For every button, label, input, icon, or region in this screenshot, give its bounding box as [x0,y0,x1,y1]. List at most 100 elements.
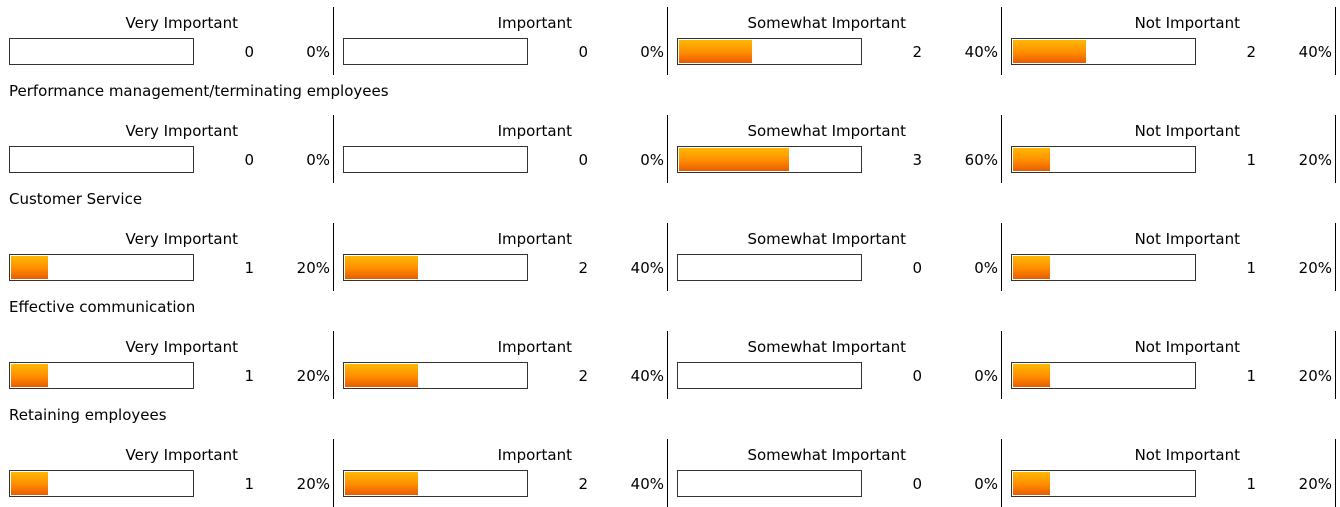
response-option: Important 2 40% [334,439,668,507]
response-option: Important 0 0% [334,115,668,183]
question-title: Effective communication [9,298,196,316]
result-bar [677,38,862,65]
option-label: Very Important [125,230,239,248]
response-percent: 0% [640,43,664,61]
response-percent: 20% [296,475,330,493]
result-bar-fill [345,256,418,279]
result-bar [677,146,862,173]
response-percent: 20% [296,259,330,277]
response-option: Very Important 1 20% [0,223,334,291]
response-count: 2 [912,43,922,61]
column-divider [1001,331,1002,399]
column-divider [333,439,334,507]
question-row: Very Important 1 20% Important 2 40% Somewhat … [0,331,1340,399]
response-count: 2 [578,259,588,277]
response-percent: 40% [964,43,998,61]
column-divider [1335,331,1336,399]
result-bar [677,254,862,281]
result-bar [343,254,528,281]
result-bar [677,362,862,389]
result-bar [9,362,194,389]
column-divider [667,223,668,291]
option-label: Not Important [1134,446,1240,464]
column-divider [667,331,668,399]
option-label: Somewhat Important [747,230,906,248]
response-count: 2 [1246,43,1256,61]
column-divider [1335,7,1336,75]
response-option: Somewhat Important 3 60% [668,115,1002,183]
result-bar [677,470,862,497]
result-bar-fill [11,364,48,387]
result-bar [343,470,528,497]
response-percent: 0% [974,367,998,385]
option-label: Somewhat Important [747,338,906,356]
response-percent: 0% [306,43,330,61]
option-label: Somewhat Important [747,446,906,464]
response-count: 0 [912,475,922,493]
response-count: 0 [244,151,254,169]
response-percent: 40% [1298,43,1332,61]
response-count: 0 [578,43,588,61]
result-bar [9,38,194,65]
response-option: Important 0 0% [334,7,668,75]
option-label: Not Important [1134,14,1240,32]
option-label: Very Important [125,14,239,32]
option-label: Important [497,446,572,464]
response-option: Somewhat Important 0 0% [668,331,1002,399]
response-percent: 20% [1298,367,1332,385]
column-divider [333,331,334,399]
result-bar [9,146,194,173]
response-percent: 20% [296,367,330,385]
question-title: Retaining employees [9,406,167,424]
response-count: 0 [912,367,922,385]
response-count: 0 [578,151,588,169]
response-option: Important 2 40% [334,223,668,291]
response-option: Very Important 0 0% [0,115,334,183]
question-row: Very Important 1 20% Important 2 40% Somewhat … [0,439,1340,507]
option-label: Important [497,230,572,248]
response-count: 1 [244,259,254,277]
result-bar-fill [1013,40,1086,63]
result-bar [1011,38,1196,65]
result-bar [1011,146,1196,173]
result-bar-fill [1013,364,1050,387]
option-label: Not Important [1134,230,1240,248]
response-count: 1 [1246,475,1256,493]
column-divider [1335,439,1336,507]
response-option: Somewhat Important 2 40% [668,7,1002,75]
option-label: Somewhat Important [747,122,906,140]
response-count: 2 [578,475,588,493]
response-count: 3 [912,151,922,169]
result-bar [9,254,194,281]
response-count: 2 [578,367,588,385]
column-divider [667,115,668,183]
response-percent: 0% [974,475,998,493]
response-option: Very Important 1 20% [0,331,334,399]
option-label: Very Important [125,338,239,356]
column-divider [1001,223,1002,291]
option-label: Important [497,14,572,32]
question-row: Very Important 1 20% Important 2 40% Somewhat … [0,223,1340,291]
response-option: Important 2 40% [334,331,668,399]
response-count: 1 [1246,151,1256,169]
result-bar-fill [1013,256,1050,279]
response-percent: 20% [1298,259,1332,277]
result-bar-fill [11,472,48,495]
column-divider [333,223,334,291]
response-count: 1 [1246,259,1256,277]
response-count: 1 [1246,367,1256,385]
column-divider [1001,439,1002,507]
result-bar [343,38,528,65]
result-bar-fill [679,148,789,171]
question-row: Very Important 0 0% Important 0 0% Somewhat Im… [0,115,1340,183]
option-label: Very Important [125,122,239,140]
response-option: Not Important 1 20% [1002,223,1336,291]
column-divider [1001,7,1002,75]
response-option: Not Important 1 20% [1002,331,1336,399]
option-label: Very Important [125,446,239,464]
result-bar-fill [1013,472,1050,495]
result-bar-fill [679,40,752,63]
result-bar [343,146,528,173]
result-bar-fill [345,472,418,495]
result-bar [1011,470,1196,497]
